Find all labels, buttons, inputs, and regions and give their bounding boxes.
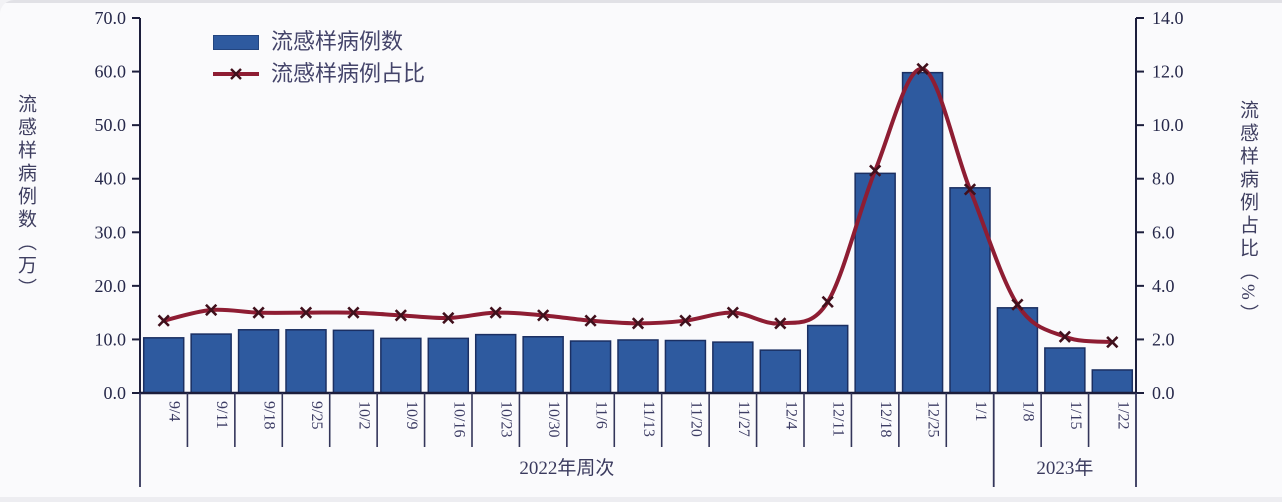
x-group-label: 2022年周次 [519,457,614,479]
x-tick-label: 10/9 [403,401,420,429]
x-group-label: 2023年 [1036,457,1093,479]
x-tick-label: 11/6 [593,401,610,429]
bar-10/23 [474,333,517,394]
right-tick-label: 8.0 [1152,169,1175,189]
bar-10/2 [332,329,375,394]
line-marker-12/4 [774,317,787,330]
right-tick-label: 12.0 [1152,62,1184,82]
bar-11/27 [712,341,754,394]
bar-1/1 [949,187,991,394]
left-axis-title: 流感样病例数（万） [15,94,36,301]
legend-item-label: 流感样病例占比 [271,61,426,86]
left-tick-label: 70.0 [95,8,127,28]
bar-9/25 [285,329,327,394]
left-tick-label: 40.0 [95,169,127,189]
line-marker-10/30 [537,309,550,322]
line-marker-10/9 [394,309,407,322]
legend-line-swatch [213,67,259,81]
right-axis-title: 流感样病例占比（%） [1237,100,1258,327]
x-tick-label: 9/25 [308,401,325,429]
right-tick-label: 6.0 [1152,222,1175,242]
line-marker-11/20 [679,314,692,327]
right-tick-label: 2.0 [1152,329,1175,349]
x-tick-label: 1/1 [972,401,989,421]
bar-9/11 [190,333,232,394]
legend-item-cases: 流感样病例数 [213,30,425,54]
line-marker-9/18 [252,306,265,319]
x-tick-label: 12/4 [782,401,799,429]
bar-11/20 [664,339,707,394]
x-tick-label: 10/30 [545,401,562,437]
x-tick-label: 11/13 [640,401,657,437]
left-tick-label: 60.0 [95,62,127,82]
legend-item-percentage: 流感样病例占比 [213,62,425,86]
x-tick-label: 12/18 [877,401,894,437]
x-tick-label: 9/11 [213,401,230,429]
line-marker-12/18 [869,164,882,177]
line-marker-11/6 [584,314,597,327]
bar-12/4 [759,349,802,394]
bar-1/22 [1091,369,1134,394]
bottom-edge-strip [0,497,1282,502]
line-marker-11/27 [726,306,739,319]
top-edge-strip [0,0,1282,3]
right-tick-label: 14.0 [1152,8,1184,28]
x-tick-label: 10/2 [355,401,372,429]
x-tick-label: 11/20 [687,401,704,437]
legend-line-icon [213,68,259,80]
x-tick-label: 11/27 [735,401,752,437]
line-marker-10/23 [489,306,502,319]
legend-bar-swatch [213,34,259,50]
x-tick-label: 10/23 [498,401,515,437]
right-tick-label: 10.0 [1152,115,1184,135]
x-tick-label: 12/11 [830,401,847,437]
x-tick-label: 1/8 [1019,401,1036,421]
legend: 流感样病例数 流感样病例占比 [213,30,425,86]
bar-11/13 [617,339,659,394]
line-marker-12/25 [916,62,929,76]
line-marker-10/16 [442,311,455,325]
line-marker-1/8 [1011,298,1024,311]
bar-10/16 [427,337,470,394]
right-tick-label: 0.0 [1152,383,1175,403]
line-marker-9/25 [299,306,313,319]
bar-1/15 [1044,347,1086,394]
legend-item-label: 流感样病例数 [271,29,404,54]
line-marker-11/13 [631,317,645,330]
line-marker-10/2 [347,306,360,319]
bar-9/4 [142,337,185,394]
x-tick-label: 1/15 [1067,401,1084,429]
line-marker-1/15 [1058,330,1071,343]
x-tick-label: 1/22 [1114,401,1131,429]
line-marker-12/11 [821,295,834,309]
bar-10/9 [380,337,422,394]
right-tick-label: 4.0 [1152,276,1175,296]
left-tick-label: 50.0 [95,115,127,135]
bar-9/18 [237,329,280,394]
bar-12/11 [806,324,849,394]
left-tick-label: 10.0 [95,329,127,349]
bar-10/30 [522,336,564,394]
bar-11/6 [569,340,612,394]
x-tick-label: 9/18 [261,401,278,429]
percentage-line [161,66,1115,345]
line-marker-1/22 [1106,335,1119,349]
left-tick-label: 20.0 [95,276,127,296]
line-marker-1/1 [963,183,977,196]
left-tick-label: 0.0 [104,383,127,403]
x-tick-label: 10/16 [450,401,467,437]
left-tick-label: 30.0 [95,222,127,242]
x-tick-label: 12/25 [925,401,942,437]
line-marker-9/11 [205,303,218,317]
line-marker-9/4 [157,314,170,327]
bar-12/25 [901,71,944,394]
x-tick-label: 9/4 [166,401,183,421]
